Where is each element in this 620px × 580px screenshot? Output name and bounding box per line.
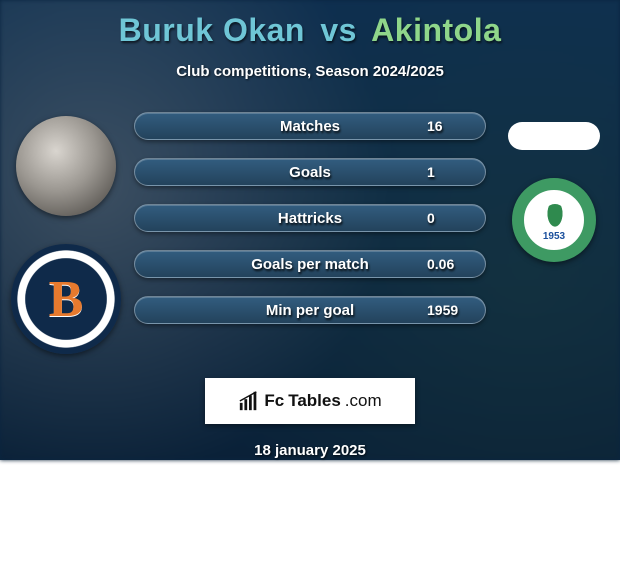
player2-avatar — [508, 122, 600, 150]
left-side: B — [10, 112, 122, 354]
player1-avatar — [16, 116, 116, 216]
stat-label: Min per goal — [193, 302, 427, 319]
stat-label: Matches — [193, 118, 427, 135]
chart-icon — [238, 390, 260, 412]
brand-badge: FcTables.com — [205, 378, 415, 424]
player2-club-crest: 1953 — [512, 178, 596, 262]
stat-row-mpg: Min per goal 1959 — [134, 296, 486, 324]
stat-row-matches: Matches 16 — [134, 112, 486, 140]
brand-suffix: .com — [345, 391, 382, 411]
stat-row-hattricks: Hattricks 0 — [134, 204, 486, 232]
stat-right-value: 0.06 — [427, 256, 471, 272]
whitespace-below — [0, 460, 620, 580]
stat-row-gpm: Goals per match 0.06 — [134, 250, 486, 278]
basaksehir-b-icon: B — [49, 270, 84, 329]
player1-club-crest: B — [11, 244, 121, 354]
comparison-title: Buruk Okan vs Akintola — [0, 12, 620, 49]
player2-name: Akintola — [371, 12, 501, 48]
stat-label: Goals per match — [193, 256, 427, 273]
stat-bars: Matches 16 Goals 1 Hattricks 0 Goals per… — [134, 112, 486, 324]
brand-fc: Fc — [264, 391, 284, 411]
stat-right-value: 0 — [427, 210, 471, 226]
stat-label: Goals — [193, 164, 427, 181]
brand-tables: Tables — [288, 391, 341, 411]
player1-name: Buruk Okan — [119, 12, 305, 48]
card-content: Buruk Okan vs Akintola Club competitions… — [0, 12, 620, 459]
subtitle: Club competitions, Season 2024/2025 — [0, 63, 620, 80]
stat-right-value: 1959 — [427, 302, 471, 318]
stat-right-value: 16 — [427, 118, 471, 134]
mid-section: B Matches 16 Goals 1 Hattricks 0 — [0, 112, 620, 354]
right-side: 1953 — [498, 112, 610, 262]
stat-right-value: 1 — [427, 164, 471, 180]
stat-label: Hattricks — [193, 210, 427, 227]
stat-row-goals: Goals 1 — [134, 158, 486, 186]
date-label: 18 january 2025 — [0, 442, 620, 459]
infographic-card: Buruk Okan vs Akintola Club competitions… — [0, 0, 620, 460]
rize-year: 1953 — [524, 231, 584, 242]
vs-label: vs — [320, 12, 357, 48]
